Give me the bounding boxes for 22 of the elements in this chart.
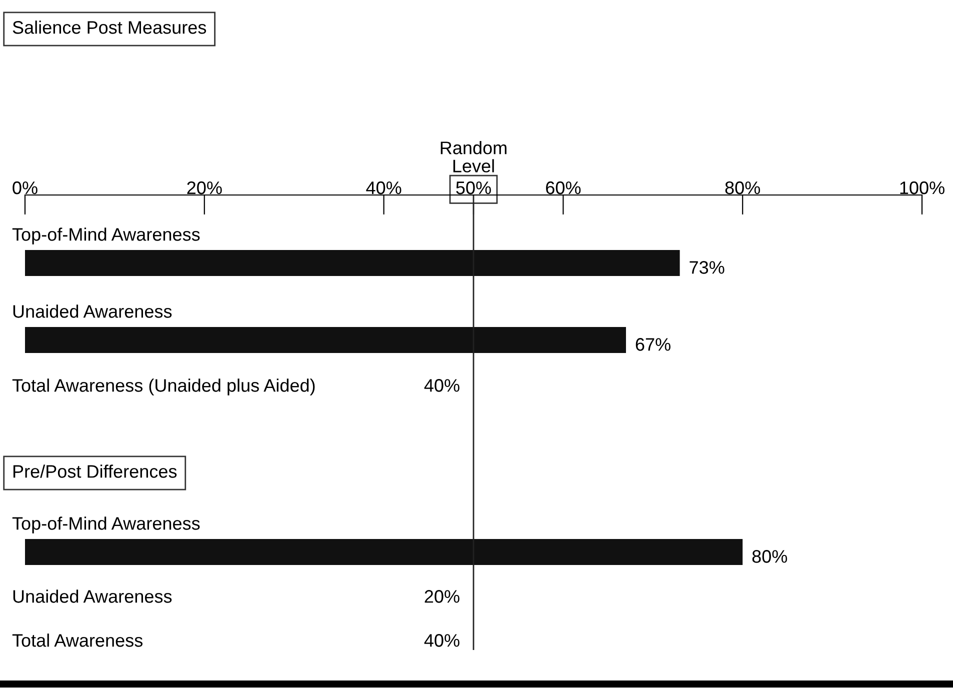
y-tick-label: Total Awareness (Unaided plus Aided) bbox=[12, 378, 315, 396]
x-tick-label: 60% bbox=[546, 181, 581, 194]
y-tick-label: Top-of-Mind Awareness bbox=[12, 228, 200, 244]
text: 40% bbox=[424, 379, 460, 392]
annotation: Pre/Post Differences bbox=[13, 464, 177, 478]
data-label: 67% bbox=[636, 338, 670, 351]
y-tick-label: Total Awareness bbox=[12, 634, 143, 647]
ref-line-label: Random Level bbox=[440, 141, 506, 172]
y-tick-label: Unaided Awareness bbox=[13, 304, 172, 318]
y-tick-label: Top-of-Mind Awareness bbox=[12, 516, 200, 534]
x-tick-label: 0% bbox=[12, 181, 38, 194]
x-tick-label: 50% bbox=[456, 181, 491, 194]
x-tick-label: 80% bbox=[725, 181, 760, 194]
x-tick-label: 20% bbox=[187, 181, 222, 194]
text: 20% bbox=[424, 590, 460, 603]
data-label: 80% bbox=[752, 550, 788, 563]
x-tick-label: 40% bbox=[366, 181, 402, 194]
x-tick-label: 100% bbox=[900, 181, 944, 194]
y-tick-label: Unaided Awareness bbox=[13, 590, 172, 603]
data-label: 73% bbox=[690, 261, 724, 274]
text: 40% bbox=[424, 634, 460, 647]
text: Salience Post Measures bbox=[12, 20, 206, 34]
